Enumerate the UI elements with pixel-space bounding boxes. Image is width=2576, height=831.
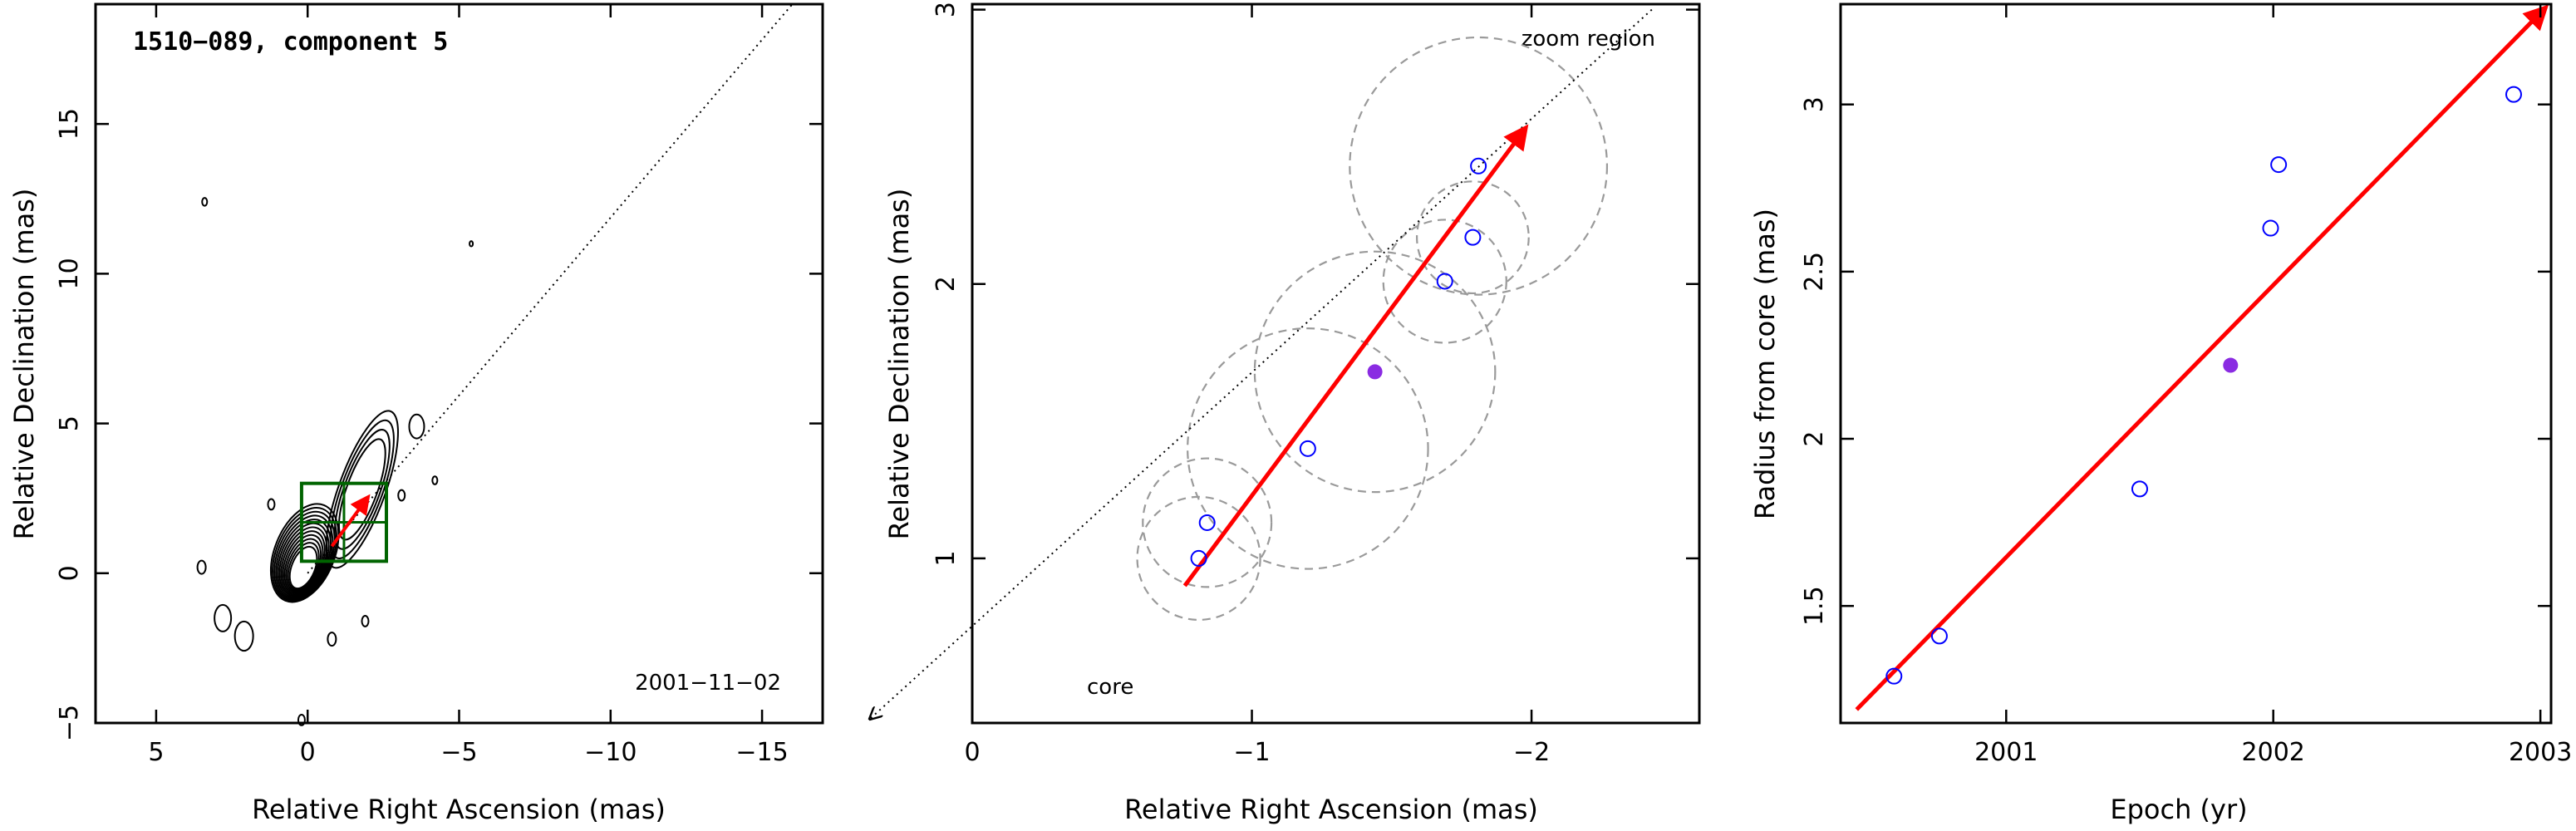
error-circle — [1349, 36, 1609, 296]
contour-line — [327, 632, 337, 647]
trajectory-line — [870, 8, 1653, 719]
epoch-y-tick-label: 1.5 — [1800, 586, 1829, 626]
contour-line — [277, 519, 332, 598]
contour-line — [333, 429, 391, 550]
zoom-x-tick-label: −1 — [1233, 738, 1270, 767]
contour-lines — [196, 197, 474, 726]
epoch-y-tick-label: 2.5 — [1800, 252, 1829, 292]
epoch-x-tick-label: 2001 — [1974, 738, 2038, 767]
contour-line — [267, 498, 276, 511]
epoch-marker — [2505, 86, 2522, 103]
contour-line — [214, 603, 233, 632]
position-marker-filled — [1367, 364, 1383, 380]
zoom-y-tick-label: 2 — [932, 276, 961, 292]
map-frame — [94, 2, 824, 725]
map-x-axis-label: Relative Right Ascension (mas) — [252, 794, 666, 825]
contour-line — [270, 503, 340, 603]
map-y-tick-label: 5 — [55, 416, 84, 431]
trajectory-line — [307, 3, 794, 574]
epoch-marker — [2131, 480, 2148, 498]
contour-line — [288, 545, 318, 590]
contour-line — [325, 410, 399, 569]
error-circle — [1187, 327, 1429, 570]
error-circle — [1142, 457, 1273, 588]
contour-line — [297, 713, 306, 726]
epoch-y-tick-label: 3 — [1800, 96, 1829, 112]
map-x-tick-label: 5 — [148, 738, 164, 767]
error-circle — [1382, 219, 1507, 344]
contour-line — [278, 522, 330, 597]
epoch-y-tick-label: 2 — [1800, 430, 1829, 446]
map-x-tick-label: −5 — [440, 738, 477, 767]
contour-line — [283, 534, 324, 593]
map-title: 1510−089, component 5 — [133, 27, 448, 57]
map-x-tick-label: −10 — [584, 738, 637, 767]
contour-line — [275, 514, 334, 599]
position-marker — [1464, 229, 1482, 246]
contour-line — [196, 559, 207, 575]
epoch-marker-filled — [2223, 357, 2239, 373]
motion-vector — [1182, 124, 1529, 588]
error-circle — [1136, 495, 1261, 622]
radius-y-axis-label: Radius from core (mas) — [1749, 209, 1781, 519]
fit-line — [1855, 4, 2549, 711]
error-circle — [1253, 250, 1497, 494]
zoom-x-tick-label: 0 — [964, 738, 980, 767]
epoch-x-tick-label: 2003 — [2509, 738, 2572, 767]
contour-line — [397, 489, 406, 502]
zoom-x-tick-label: −2 — [1513, 738, 1550, 767]
position-marker — [1470, 157, 1487, 175]
contour-line — [282, 530, 326, 595]
position-marker — [1190, 549, 1207, 567]
contour-line — [280, 526, 328, 596]
contour-line — [201, 197, 209, 207]
map-y-tick-label: 0 — [55, 565, 84, 581]
contour-line — [408, 413, 425, 440]
zoom-y-axis-label: Relative Declination (mas) — [883, 189, 915, 540]
contour-line — [431, 475, 439, 485]
epoch-x-tick-label: 2002 — [2242, 738, 2305, 767]
contour-line — [273, 510, 336, 601]
contour-line — [469, 240, 474, 248]
map-date-label: 2001−11−02 — [635, 671, 781, 696]
map-x-tick-label: 0 — [300, 738, 316, 767]
epoch-marker — [2270, 156, 2288, 174]
contour-line — [287, 542, 320, 591]
panel-contour-map: 1510−089, component 5 2001−11−02 Relativ… — [8, 2, 824, 825]
error-circle — [1415, 180, 1530, 295]
map-y-tick-label: −5 — [55, 705, 84, 741]
panel-radius-vs-epoch: Epoch (yr) Radius from core (mas) 2001 20… — [1749, 2, 2572, 825]
position-marker — [1198, 514, 1216, 531]
epoch-x-axis-label: Epoch (yr) — [2110, 794, 2247, 825]
map-y-tick-label: 10 — [55, 258, 84, 289]
position-marker — [1436, 273, 1453, 290]
epoch-frame — [1839, 2, 2553, 725]
map-y-axis-label: Relative Declination (mas) — [8, 189, 40, 540]
zoom-y-tick-label: 1 — [932, 550, 961, 566]
zoom-x-axis-label: Relative Right Ascension (mas) — [1124, 794, 1538, 825]
contour-line — [285, 538, 322, 593]
panel-zoom-region: zoom region core Relative Right Ascensio… — [870, 2, 1701, 825]
core-label: core — [1087, 675, 1133, 700]
position-marker — [1299, 440, 1316, 457]
zoom-y-tick-label: 3 — [932, 2, 961, 17]
motion-vector — [330, 494, 371, 548]
epoch-marker — [1885, 667, 1903, 685]
map-x-tick-label: −15 — [735, 738, 788, 767]
map-y-tick-label: 15 — [55, 108, 84, 140]
zoom-region-label: zoom region — [1522, 27, 1655, 52]
epoch-marker — [2262, 219, 2279, 237]
epoch-marker — [1930, 627, 1948, 645]
zoom-frame — [971, 2, 1701, 725]
contour-line — [234, 620, 254, 652]
contour-line — [361, 615, 370, 627]
